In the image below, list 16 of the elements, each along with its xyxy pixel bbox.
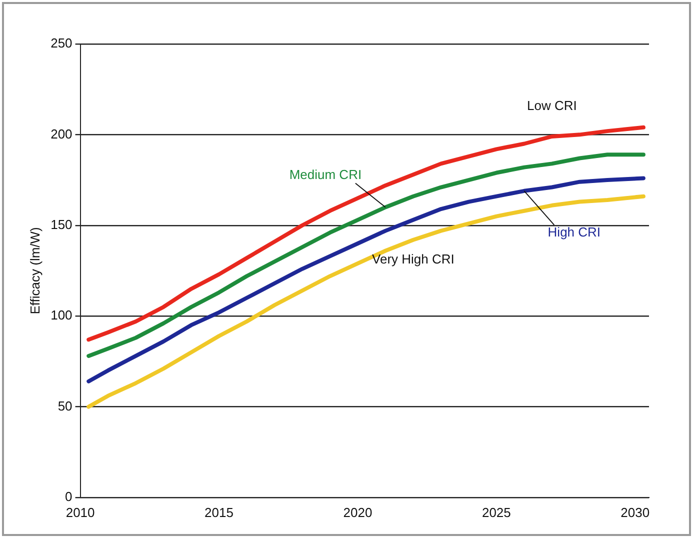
y-tick-label: 150 xyxy=(50,216,72,232)
x-tick-label: 2030 xyxy=(620,504,650,520)
y-tick-label: 200 xyxy=(50,126,72,142)
x-tick-label: 2015 xyxy=(204,504,234,520)
y-tick-label: 250 xyxy=(50,36,72,51)
text: High CRI xyxy=(548,224,601,240)
series-label: Low CRI xyxy=(526,98,577,114)
x-tick-label: 2020 xyxy=(343,504,372,520)
y-axis-title: Efficacy (lm/W) xyxy=(27,227,42,314)
text: Medium CRI xyxy=(289,166,362,182)
y-tick-label: 100 xyxy=(50,308,72,323)
series-label: Very High CRI xyxy=(372,251,454,266)
y-tick-label: 0 xyxy=(65,488,72,504)
y-tick-label: 50 xyxy=(58,398,72,414)
x-tick-label: 2010 xyxy=(66,504,95,520)
x-tick-label: 2025 xyxy=(482,504,511,520)
